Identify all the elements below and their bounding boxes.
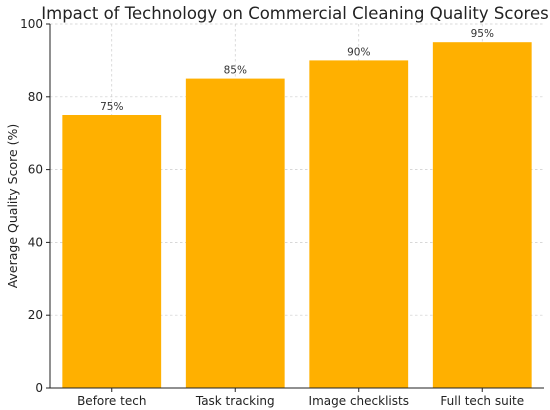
axes: 0 20 40 60 80 100 Before tech Task tracking Imag…	[20, 17, 544, 408]
bar	[62, 115, 162, 388]
chart-title: Impact of Technology on Commercial Clean…	[41, 4, 548, 23]
data-label: 75%	[100, 101, 123, 113]
y-tick-label: 0	[35, 381, 43, 395]
bar	[309, 60, 409, 389]
data-label: 85%	[224, 65, 247, 77]
bar	[432, 42, 532, 388]
y-tick-label: 20	[28, 308, 43, 322]
x-tick-label: Full tech suite	[440, 394, 524, 408]
x-tick-label: Before tech	[77, 394, 146, 408]
y-tick-label: 40	[28, 235, 43, 249]
data-label: 90%	[347, 46, 370, 58]
x-tick-label: Task tracking	[195, 394, 275, 408]
y-tick-label: 60	[28, 163, 43, 177]
y-tick-label: 100	[20, 17, 43, 31]
bar	[185, 78, 285, 388]
y-axis-label: Average Quality Score (%)	[5, 124, 20, 289]
y-tick-label: 80	[28, 90, 43, 104]
data-label: 95%	[471, 28, 494, 40]
bars	[62, 42, 532, 389]
data-labels: 75% 85% 90% 95%	[100, 28, 494, 113]
x-tick-label: Image checklists	[309, 394, 409, 408]
